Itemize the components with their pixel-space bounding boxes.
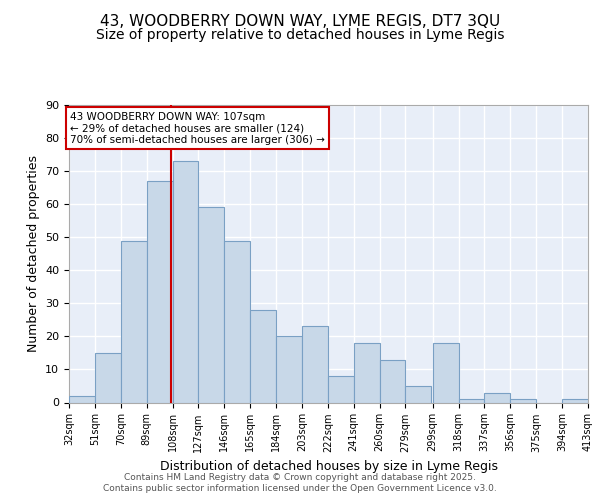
Y-axis label: Number of detached properties: Number of detached properties <box>26 155 40 352</box>
Bar <box>511 399 536 402</box>
Bar <box>173 161 199 402</box>
Bar <box>406 386 431 402</box>
Text: Size of property relative to detached houses in Lyme Regis: Size of property relative to detached ho… <box>96 28 504 42</box>
Text: 43 WOODBERRY DOWN WAY: 107sqm
← 29% of detached houses are smaller (124)
70% of : 43 WOODBERRY DOWN WAY: 107sqm ← 29% of d… <box>70 112 325 145</box>
Bar <box>224 240 250 402</box>
Bar <box>250 310 276 402</box>
Text: 43, WOODBERRY DOWN WAY, LYME REGIS, DT7 3QU: 43, WOODBERRY DOWN WAY, LYME REGIS, DT7 … <box>100 14 500 29</box>
Bar <box>328 376 354 402</box>
Bar <box>121 240 146 402</box>
Bar <box>302 326 328 402</box>
Bar <box>380 360 406 403</box>
Text: Contains public sector information licensed under the Open Government Licence v3: Contains public sector information licen… <box>103 484 497 493</box>
Bar <box>458 399 484 402</box>
Bar <box>146 181 173 402</box>
X-axis label: Distribution of detached houses by size in Lyme Regis: Distribution of detached houses by size … <box>160 460 497 473</box>
Bar <box>562 399 588 402</box>
Bar <box>433 343 458 402</box>
Bar <box>484 392 511 402</box>
Bar <box>354 343 380 402</box>
Bar <box>95 353 121 403</box>
Bar <box>69 396 95 402</box>
Text: Contains HM Land Registry data © Crown copyright and database right 2025.: Contains HM Land Registry data © Crown c… <box>124 472 476 482</box>
Bar <box>276 336 302 402</box>
Bar <box>199 208 224 402</box>
